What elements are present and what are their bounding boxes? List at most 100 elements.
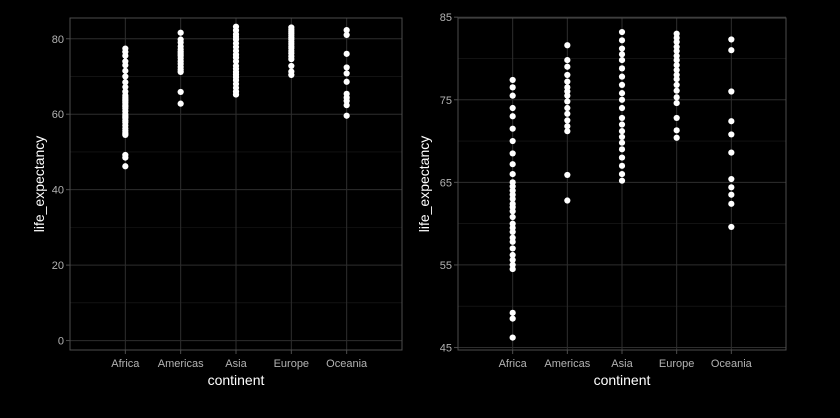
data-point	[618, 162, 626, 169]
y-tick-label: 85	[440, 12, 452, 24]
data-point	[618, 121, 626, 128]
data-point	[509, 137, 516, 145]
data-point	[728, 200, 735, 207]
data-point	[122, 79, 129, 86]
y-axis-title: life_expectancy	[416, 136, 432, 233]
y-tick-label: 75	[440, 95, 452, 107]
x-tick-label: Europe	[274, 358, 309, 370]
data-point	[728, 131, 735, 138]
data-point	[618, 170, 626, 178]
data-point	[509, 113, 516, 120]
data-point	[673, 127, 680, 134]
data-point	[509, 161, 516, 168]
data-point	[509, 334, 516, 341]
data-point	[673, 81, 680, 88]
y-tick-label: 40	[52, 185, 64, 197]
y-tick-label: 0	[58, 336, 64, 348]
data-point	[673, 99, 680, 107]
data-point	[673, 43, 680, 51]
y-tick-label: 55	[440, 260, 452, 272]
data-point	[122, 45, 129, 52]
data-point	[728, 175, 735, 183]
data-point	[618, 104, 626, 112]
data-point	[122, 88, 129, 95]
data-point	[343, 31, 350, 39]
data-point	[728, 118, 735, 125]
data-point	[509, 125, 516, 132]
data-point	[509, 256, 516, 264]
x-tick-label: Africa	[111, 358, 140, 370]
data-point	[564, 71, 571, 79]
data-point	[509, 251, 516, 259]
data-point	[673, 71, 680, 79]
data-point	[618, 128, 626, 135]
data-point	[564, 117, 571, 124]
data-point	[343, 26, 350, 34]
data-point	[673, 52, 680, 60]
data-point	[728, 223, 735, 231]
data-point	[564, 98, 571, 105]
data-point	[343, 64, 350, 71]
data-point	[564, 42, 571, 49]
data-point	[177, 36, 184, 43]
x-tick-label: Oceania	[711, 358, 753, 370]
data-point	[728, 191, 735, 198]
x-axis-title: continent	[208, 372, 265, 388]
data-point	[509, 220, 516, 227]
x-tick-label: Africa	[499, 358, 528, 370]
data-point	[618, 154, 626, 161]
data-point	[343, 90, 350, 97]
data-point	[564, 63, 571, 70]
y-tick-label: 20	[52, 260, 64, 272]
data-point	[564, 128, 571, 135]
data-point	[618, 114, 626, 122]
data-point	[564, 57, 571, 64]
data-point	[728, 149, 735, 156]
data-point	[509, 76, 516, 84]
data-point	[343, 70, 350, 77]
x-tick-label: Europe	[659, 358, 694, 370]
x-tick-label: Oceania	[326, 358, 368, 370]
data-point	[288, 24, 295, 31]
data-point	[177, 88, 184, 96]
data-point	[509, 179, 516, 186]
data-point	[509, 150, 516, 157]
data-point	[122, 163, 129, 170]
x-tick-label: Asia	[611, 358, 633, 370]
data-point	[232, 62, 240, 70]
data-point	[509, 170, 516, 178]
data-point	[564, 78, 571, 85]
panel-border	[457, 17, 787, 351]
x-tick-label: Asia	[225, 358, 247, 370]
data-point	[728, 88, 735, 95]
data-point	[618, 146, 626, 153]
data-point	[122, 58, 129, 65]
y-axis-title: life_expectancy	[31, 136, 47, 233]
data-point	[564, 123, 571, 130]
data-point	[618, 73, 626, 80]
data-point	[618, 177, 626, 184]
data-point	[288, 68, 295, 75]
data-point	[509, 309, 516, 316]
data-point	[618, 65, 626, 72]
data-point	[122, 73, 129, 80]
data-point	[618, 133, 626, 141]
data-point	[509, 245, 516, 252]
data-point	[564, 171, 571, 179]
data-point	[728, 184, 735, 191]
data-point	[673, 94, 680, 101]
data-point	[509, 234, 516, 241]
chart-right-panel: 45 55 65 75 85 Africa Americas Asia Europe Oceani…	[416, 12, 787, 388]
x-tick-label: Americas	[158, 358, 204, 370]
data-point	[564, 104, 571, 112]
data-point	[564, 110, 571, 117]
data-point	[618, 37, 626, 44]
data-point	[564, 197, 571, 204]
data-point	[673, 87, 680, 94]
data-point	[618, 28, 626, 36]
data-point	[618, 81, 626, 88]
data-point	[509, 261, 516, 269]
data-point	[509, 84, 516, 91]
data-point	[232, 23, 240, 30]
